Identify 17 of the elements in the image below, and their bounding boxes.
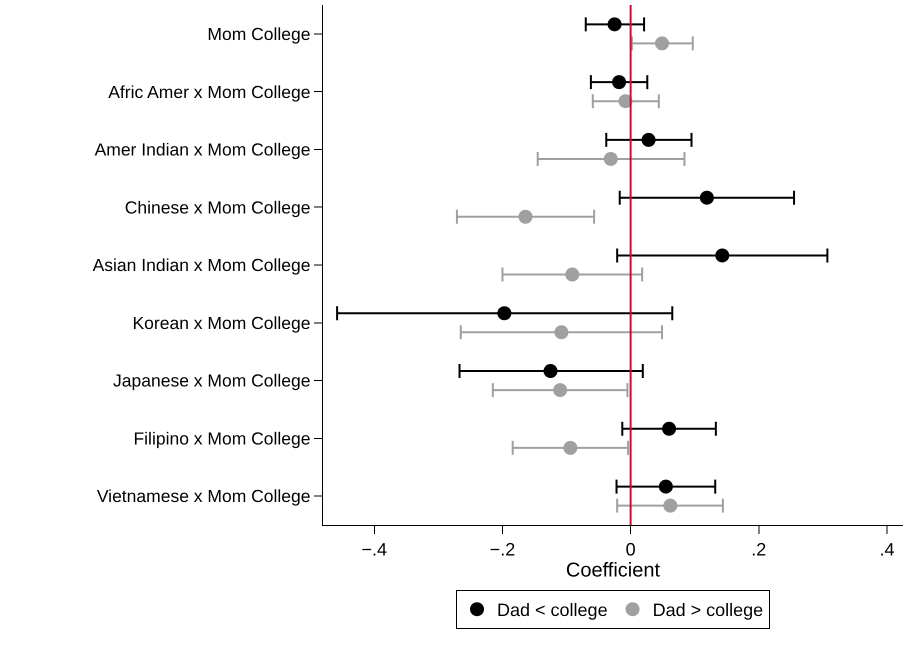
legend-label: Dad < college — [497, 600, 608, 620]
y-tick-label: Asian Indian x Mom College — [92, 255, 310, 276]
x-tick-label: .2 — [751, 540, 766, 560]
y-tick-label: Mom College — [207, 24, 310, 44]
x-tick-label: −.2 — [490, 540, 516, 560]
y-tick-label: Afric Amer x Mom College — [108, 82, 310, 102]
y-tick-label: Japanese x Mom College — [113, 370, 310, 391]
y-tick-label: Korean x Mom College — [132, 312, 310, 333]
x-tick-label: .4 — [879, 540, 894, 560]
y-tick-label: Vietnamese x Mom College — [96, 486, 310, 506]
x-tick-label: −.4 — [362, 540, 388, 560]
y-tick-label: Chinese x Mom College — [124, 197, 310, 218]
y-tick-label: Filipino x Mom College — [133, 428, 310, 448]
y-tick-label: Amer Indian x Mom College — [94, 140, 310, 160]
legend-label: Dad > college — [652, 600, 764, 620]
x-tick-label: 0 — [626, 540, 636, 560]
x-axis-title: Coefficient — [566, 560, 661, 582]
